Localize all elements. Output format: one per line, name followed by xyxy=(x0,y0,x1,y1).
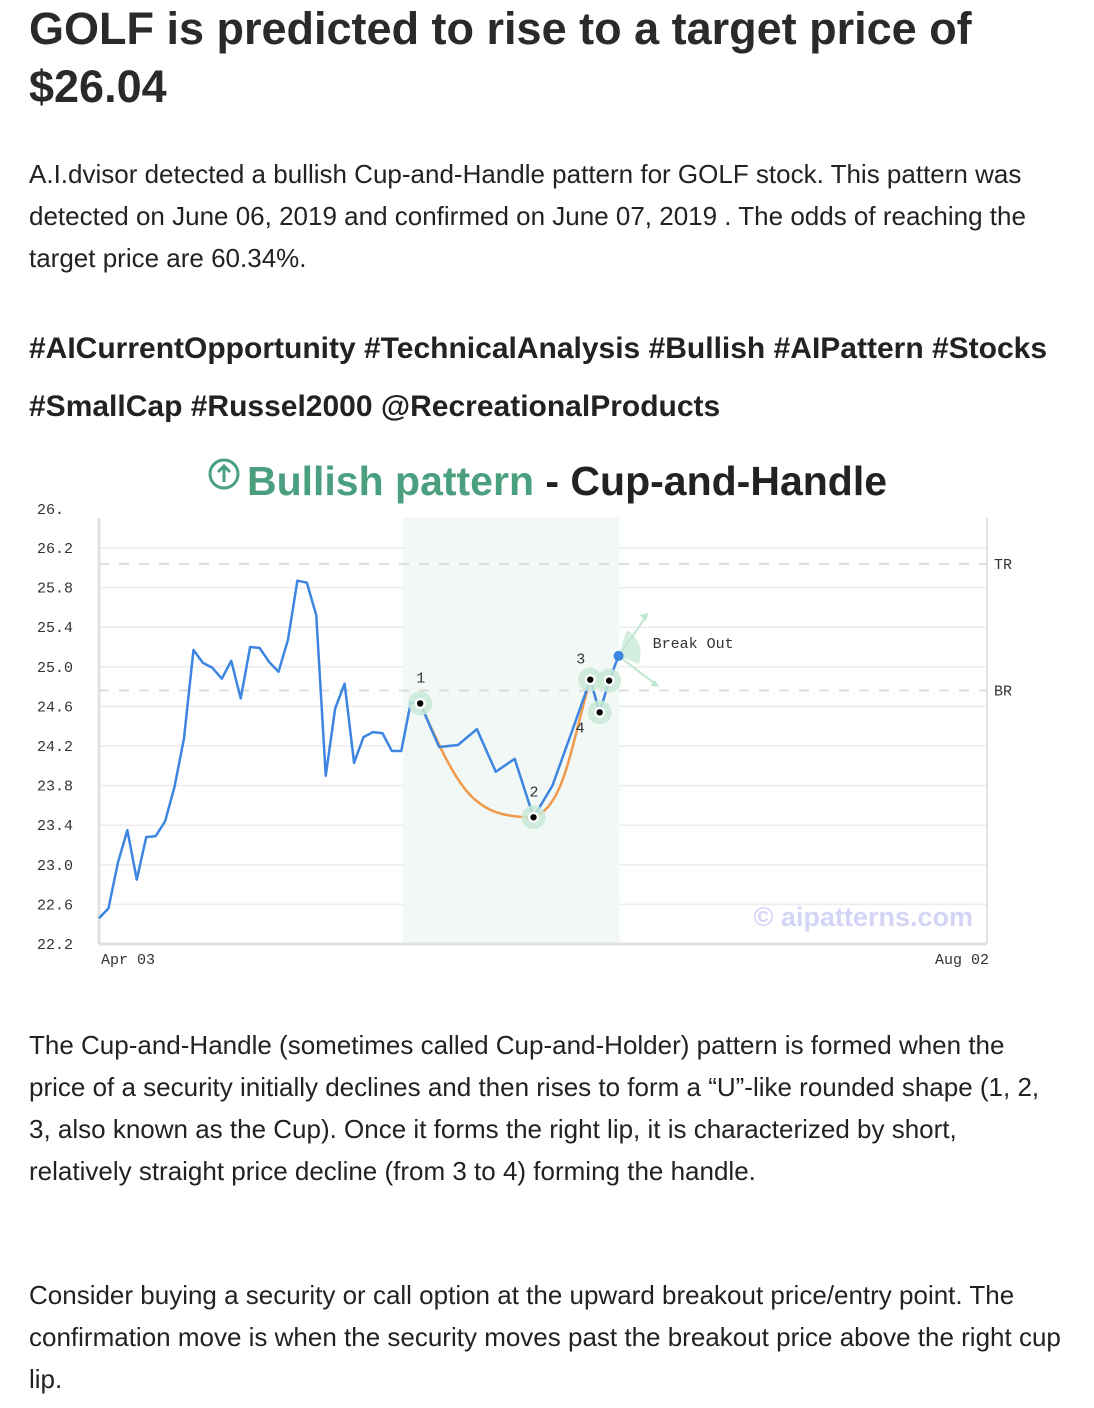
y-tick-label: 25.8 xyxy=(37,581,73,598)
price-chart: TR BR 22.2 22.6 23.0 23.4 23.8 24.2 24.6 25.0 25.… xyxy=(37,502,1012,969)
y-tick-label: 23.8 xyxy=(37,779,73,796)
page-title: GOLF is predicted to rise to a target pr… xyxy=(29,3,972,112)
circle-arrow-up-icon xyxy=(208,458,240,490)
y-tick-label: 25.0 xyxy=(37,660,73,677)
pattern-point xyxy=(605,677,613,684)
y-tick-label: 24.2 xyxy=(37,739,73,756)
pattern-point-label: 4 xyxy=(576,720,585,737)
description-block: The Cup-and-Handle (sometimes called Cup… xyxy=(29,1024,1064,1192)
level-label-br: BR xyxy=(994,684,1012,701)
intro-text: A.I.dvisor detected a bullish Cup-and-Ha… xyxy=(29,159,1026,273)
breakout-fan xyxy=(618,629,641,664)
x-tick-label: Apr 03 xyxy=(101,952,155,969)
chart-title-rest: - Cup-and-Handle xyxy=(534,458,888,504)
price-line xyxy=(98,579,620,920)
y-tick-label: 23.4 xyxy=(37,818,73,835)
level-label-tr: TR xyxy=(994,557,1012,574)
y-tick-label: 23.0 xyxy=(37,858,73,875)
y-tick-label: 24.6 xyxy=(37,699,73,716)
x-tick-label: Aug 02 xyxy=(935,952,989,969)
y-tick-label: 26.2 xyxy=(37,541,73,558)
pattern-point xyxy=(530,814,537,821)
y-tick-label: 22.6 xyxy=(37,897,73,914)
arrow-head-icon xyxy=(650,679,660,687)
pattern-point xyxy=(416,700,424,707)
description-text: The Cup-and-Handle (sometimes called Cup… xyxy=(29,1030,1040,1186)
breakout-point xyxy=(613,650,624,661)
article-header: GOLF is predicted to rise to a target pr… xyxy=(29,0,1064,116)
arrow-head-icon xyxy=(639,612,649,621)
y-tick-label: 26. xyxy=(37,502,64,519)
pattern-point xyxy=(587,676,594,683)
advice-text: Consider buying a security or call optio… xyxy=(29,1280,1061,1394)
y-tick-label: 22.2 xyxy=(37,937,73,954)
hashtags: #AICurrentOpportunity #TechnicalAnalysis… xyxy=(29,332,1048,423)
breakout-label: Break Out xyxy=(653,636,734,653)
pattern-point-label: 2 xyxy=(530,784,539,801)
chart-title-highlight: Bullish pattern xyxy=(246,458,534,504)
pattern-point-label: 1 xyxy=(416,670,425,687)
breakout-arrow-down xyxy=(617,655,658,686)
watermark: © aipatterns.com xyxy=(754,902,973,932)
breakout-arrow-up xyxy=(617,615,648,657)
pattern-point xyxy=(596,709,603,716)
advice-block: Consider buying a security or call optio… xyxy=(29,1274,1064,1400)
intro-block: A.I.dvisor detected a bullish Cup-and-Ha… xyxy=(29,153,1064,279)
chart-title: Bullish pattern - Cup-and-Handle xyxy=(0,455,1094,507)
pattern-point-label: 3 xyxy=(576,652,585,669)
pattern-range-highlight xyxy=(403,518,620,944)
y-tick-label: 25.4 xyxy=(37,620,73,637)
